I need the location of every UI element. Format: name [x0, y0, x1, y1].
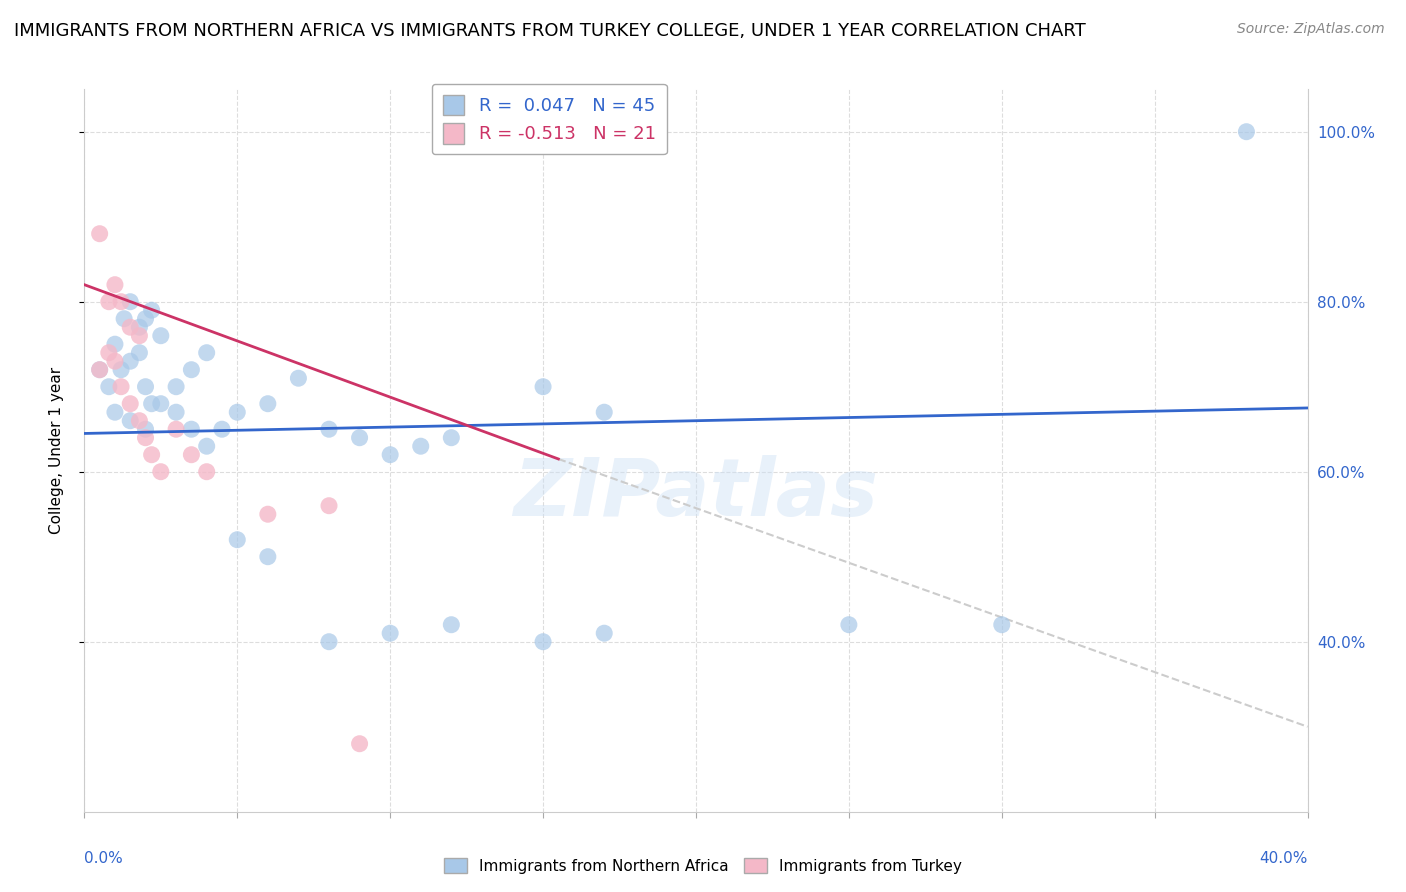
Text: ZIPatlas: ZIPatlas [513, 455, 879, 533]
Point [838, 617, 860, 632]
Legend: R =  0.047   N = 45, R = -0.513   N = 21: R = 0.047 N = 45, R = -0.513 N = 21 [432, 84, 666, 154]
Point [128, 414, 150, 428]
Text: 0.0%: 0.0% [84, 852, 124, 866]
Point [409, 439, 432, 453]
Text: 40.0%: 40.0% [1260, 852, 1308, 866]
Point [110, 380, 132, 394]
Point [89, 362, 111, 376]
Legend: Immigrants from Northern Africa, Immigrants from Turkey: Immigrants from Northern Africa, Immigra… [437, 852, 969, 880]
Point [141, 397, 163, 411]
Point [195, 439, 218, 453]
Point [349, 737, 371, 751]
Point [135, 380, 157, 394]
Point [120, 414, 142, 428]
Point [110, 362, 132, 376]
Point [89, 362, 111, 376]
Point [104, 405, 127, 419]
Point [120, 320, 142, 334]
Point [211, 422, 233, 436]
Point [593, 626, 616, 640]
Point [165, 422, 187, 436]
Point [318, 499, 340, 513]
Point [149, 397, 172, 411]
Point [128, 328, 150, 343]
Text: IMMIGRANTS FROM NORTHERN AFRICA VS IMMIGRANTS FROM TURKEY COLLEGE, UNDER 1 YEAR : IMMIGRANTS FROM NORTHERN AFRICA VS IMMIG… [14, 22, 1085, 40]
Point [104, 337, 127, 351]
Point [440, 617, 463, 632]
Point [380, 626, 402, 640]
Point [149, 465, 172, 479]
Point [165, 405, 187, 419]
Point [141, 303, 163, 318]
Point [257, 397, 280, 411]
Point [110, 294, 132, 309]
Point [226, 533, 249, 547]
Point [104, 354, 127, 368]
Point [318, 634, 340, 648]
Point [531, 380, 554, 394]
Point [135, 422, 157, 436]
Point [97, 380, 120, 394]
Point [128, 345, 150, 359]
Point [180, 422, 202, 436]
Point [141, 448, 163, 462]
Point [135, 431, 157, 445]
Point [380, 448, 402, 462]
Point [195, 345, 218, 359]
Point [1236, 125, 1258, 139]
Point [120, 354, 142, 368]
Point [165, 380, 187, 394]
Point [97, 294, 120, 309]
Point [120, 397, 142, 411]
Point [97, 345, 120, 359]
Point [257, 549, 280, 564]
Point [104, 277, 127, 292]
Point [440, 431, 463, 445]
Point [991, 617, 1014, 632]
Point [180, 448, 202, 462]
Point [180, 362, 202, 376]
Point [120, 294, 142, 309]
Point [531, 634, 554, 648]
Point [135, 311, 157, 326]
Point [257, 507, 280, 521]
Text: Source: ZipAtlas.com: Source: ZipAtlas.com [1237, 22, 1385, 37]
Point [128, 320, 150, 334]
Point [149, 328, 172, 343]
Point [287, 371, 309, 385]
Point [112, 311, 135, 326]
Point [593, 405, 616, 419]
Point [89, 227, 111, 241]
Point [349, 431, 371, 445]
Point [195, 465, 218, 479]
Point [226, 405, 249, 419]
Point [318, 422, 340, 436]
Y-axis label: College, Under 1 year: College, Under 1 year [49, 367, 63, 534]
